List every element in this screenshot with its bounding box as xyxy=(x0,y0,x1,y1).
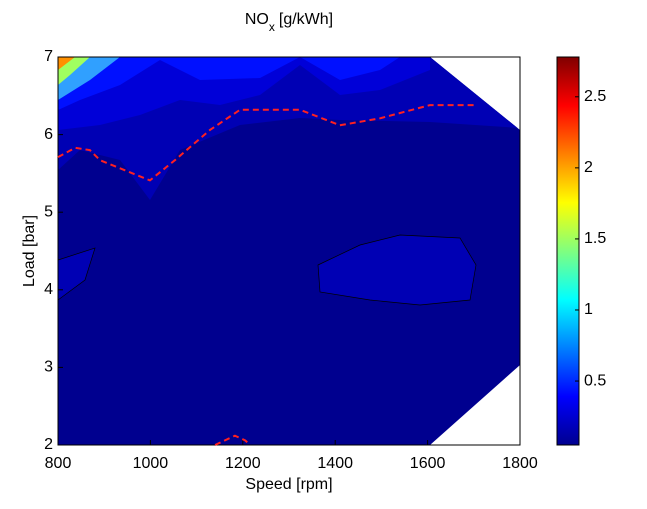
x-tick-label: 1600 xyxy=(410,455,446,472)
y-tick-label: 6 xyxy=(44,126,53,143)
colorbar-tick-label: 1.5 xyxy=(584,230,606,247)
y-tick-label: 5 xyxy=(44,203,53,220)
y-tick-label: 2 xyxy=(44,436,53,453)
x-tick-label: 1800 xyxy=(502,455,538,472)
colorbar xyxy=(556,56,580,446)
colorbar-tick-label: 2.5 xyxy=(584,88,606,105)
y-tick-label: 4 xyxy=(44,281,53,298)
colorbar-tick-label: 0.5 xyxy=(584,372,606,389)
title-main: NO xyxy=(245,11,269,28)
y-tick-label: 7 xyxy=(44,48,53,65)
x-tick-label: 800 xyxy=(45,455,72,472)
contour-fill xyxy=(58,57,520,445)
colorbar-tick-label: 1 xyxy=(584,301,593,318)
x-axis-label: Speed [rpm] xyxy=(245,476,332,493)
x-tick-label: 1200 xyxy=(225,455,261,472)
chart-title: NOx [g/kWh] xyxy=(245,11,333,34)
colorbar-tick-label: 2 xyxy=(584,159,593,176)
x-tick-label: 1000 xyxy=(133,455,169,472)
title-subscript: x xyxy=(269,20,275,34)
y-axis-label: Load [bar] xyxy=(21,215,38,287)
contour-line xyxy=(57,104,476,446)
plot-frame xyxy=(57,56,521,446)
y-tick-label: 3 xyxy=(44,359,53,376)
x-tick-label: 1400 xyxy=(317,455,353,472)
title-unit: [g/kWh] xyxy=(279,11,333,28)
